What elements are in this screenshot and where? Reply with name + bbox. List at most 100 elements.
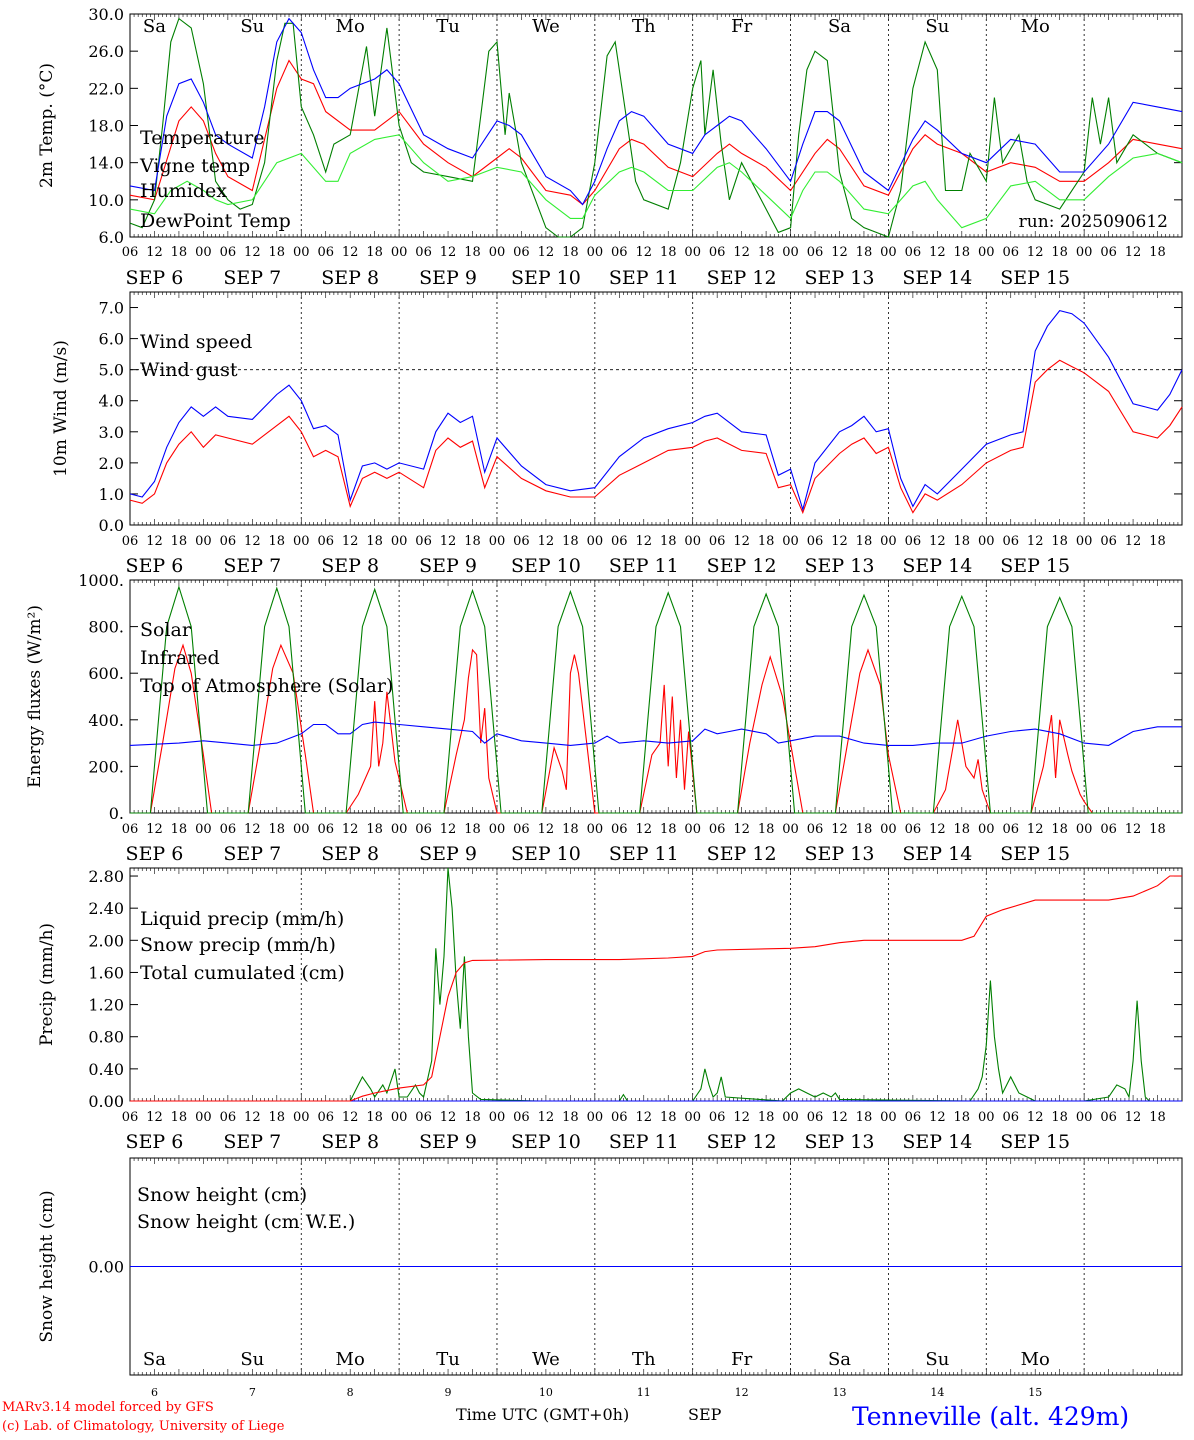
model-credit: MARv3.14 model forced by GFS	[2, 1400, 214, 1415]
legend-entry: Wind gust	[140, 359, 238, 381]
station-label: Tenneville (alt. 429m)	[852, 1402, 1130, 1431]
legend-entry: Snow precip (mm/h)	[140, 934, 336, 956]
day-of-week-label: Fr	[731, 16, 752, 37]
hour-label: 00	[782, 822, 799, 837]
day-number-label: 9	[445, 1386, 452, 1399]
hour-label: 18	[366, 1110, 383, 1125]
hour-label: 18	[758, 1110, 775, 1125]
date-label: SEP 13	[805, 267, 875, 289]
date-label: SEP 7	[223, 1131, 281, 1153]
hour-label: 18	[1051, 822, 1068, 837]
hour-label: 18	[562, 1110, 579, 1125]
hour-label: 18	[856, 822, 873, 837]
hour-label: 06	[513, 1110, 530, 1125]
hour-label: 18	[269, 822, 286, 837]
y-axis-label: 10m Wind (m/s)	[51, 340, 71, 477]
y-tick-label: 0.80	[88, 1028, 124, 1047]
day-of-week-label: Tu	[436, 16, 460, 37]
legend-entry: Total cumulated (cm)	[140, 962, 345, 984]
hour-label: 00	[684, 245, 701, 260]
hour-label: 18	[171, 822, 188, 837]
hour-label: 00	[391, 822, 408, 837]
day-number-label: 14	[930, 1386, 944, 1399]
y-tick-label: 5.0	[99, 361, 124, 380]
y-tick-label: 4.0	[99, 392, 124, 411]
date-label: SEP 14	[902, 843, 972, 865]
hour-label: 06	[1002, 822, 1019, 837]
hour-label: 12	[146, 245, 163, 260]
series-line-top-of-atmosphere-solar-	[130, 585, 1182, 814]
hour-label: 00	[587, 1110, 604, 1125]
date-label: SEP 9	[419, 1131, 477, 1153]
hour-label: 12	[244, 822, 261, 837]
y-tick-label: 26.0	[88, 42, 124, 61]
hour-label: 06	[1100, 245, 1117, 260]
date-label: SEP 11	[609, 555, 679, 577]
y-tick-label: 6.0	[99, 228, 124, 247]
y-tick-label: 600.	[88, 664, 124, 683]
hour-label: 12	[538, 1110, 555, 1125]
hour-label: 00	[978, 534, 995, 549]
hour-label: 18	[269, 1110, 286, 1125]
hour-label: 00	[293, 822, 310, 837]
date-label: SEP 13	[805, 1131, 875, 1153]
hour-label: 00	[880, 822, 897, 837]
hour-label: 12	[538, 245, 555, 260]
hour-label: 06	[513, 822, 530, 837]
hour-label: 00	[782, 245, 799, 260]
date-label: SEP 6	[126, 843, 184, 865]
day-number-label: 12	[735, 1386, 749, 1399]
hour-label: 12	[929, 245, 946, 260]
hour-label: 18	[660, 534, 677, 549]
hour-label: 00	[587, 822, 604, 837]
date-label: SEP 13	[805, 843, 875, 865]
day-of-week-label: Fr	[731, 1349, 752, 1370]
date-label: SEP 6	[126, 555, 184, 577]
date-label: SEP 15	[1000, 1131, 1070, 1153]
date-label: SEP 12	[707, 555, 777, 577]
hour-label: 18	[1149, 822, 1166, 837]
day-number-label: 6	[151, 1386, 158, 1399]
hour-label: 18	[1051, 245, 1068, 260]
y-axis-label: 2m Temp. (°C)	[37, 63, 57, 188]
hour-label: 06	[317, 534, 334, 549]
series-line-dewpoint-temp	[129, 134, 1183, 229]
hour-label: 18	[856, 534, 873, 549]
y-tick-label: 1.20	[88, 996, 124, 1015]
date-label: SEP 7	[223, 555, 281, 577]
hour-label: 06	[1100, 822, 1117, 837]
hour-label: 12	[929, 1110, 946, 1125]
hour-label: 12	[342, 1110, 359, 1125]
y-tick-label: 22.0	[88, 79, 124, 98]
date-label: SEP 15	[1000, 843, 1070, 865]
date-label: SEP 6	[126, 1131, 184, 1153]
date-label: SEP 8	[321, 843, 379, 865]
hour-label: 06	[611, 534, 628, 549]
hour-label: 12	[342, 245, 359, 260]
hour-label: 06	[1002, 1110, 1019, 1125]
hour-label: 06	[611, 245, 628, 260]
hour-label: 06	[122, 1110, 139, 1125]
hour-label: 06	[317, 1110, 334, 1125]
hour-label: 06	[122, 534, 139, 549]
legend-entry: Snow height (cm W.E.)	[137, 1211, 355, 1233]
legend-entry: Humidex	[140, 180, 227, 202]
hour-label: 00	[978, 1110, 995, 1125]
date-label: SEP 6	[126, 267, 184, 289]
hour-label: 00	[587, 534, 604, 549]
hour-label: 06	[513, 534, 530, 549]
day-of-week-label: Sa	[828, 1349, 851, 1370]
hour-label: 12	[831, 822, 848, 837]
day-of-week-label: We	[532, 1349, 560, 1370]
y-tick-label: 10.0	[88, 191, 124, 210]
hour-label: 00	[978, 245, 995, 260]
hour-label: 00	[1076, 1110, 1093, 1125]
day-number-label: 11	[637, 1386, 651, 1399]
panel-2: 0.0 1.0 2.0 3.0 4.0 5.0 6.0 7.0 10m Wind (m/s) Wi…	[51, 291, 1183, 577]
hour-label: 18	[269, 245, 286, 260]
hour-label: 12	[244, 534, 261, 549]
day-of-week-label: Su	[240, 16, 264, 37]
hour-label: 00	[684, 1110, 701, 1125]
day-of-week-label: Th	[632, 1349, 656, 1370]
